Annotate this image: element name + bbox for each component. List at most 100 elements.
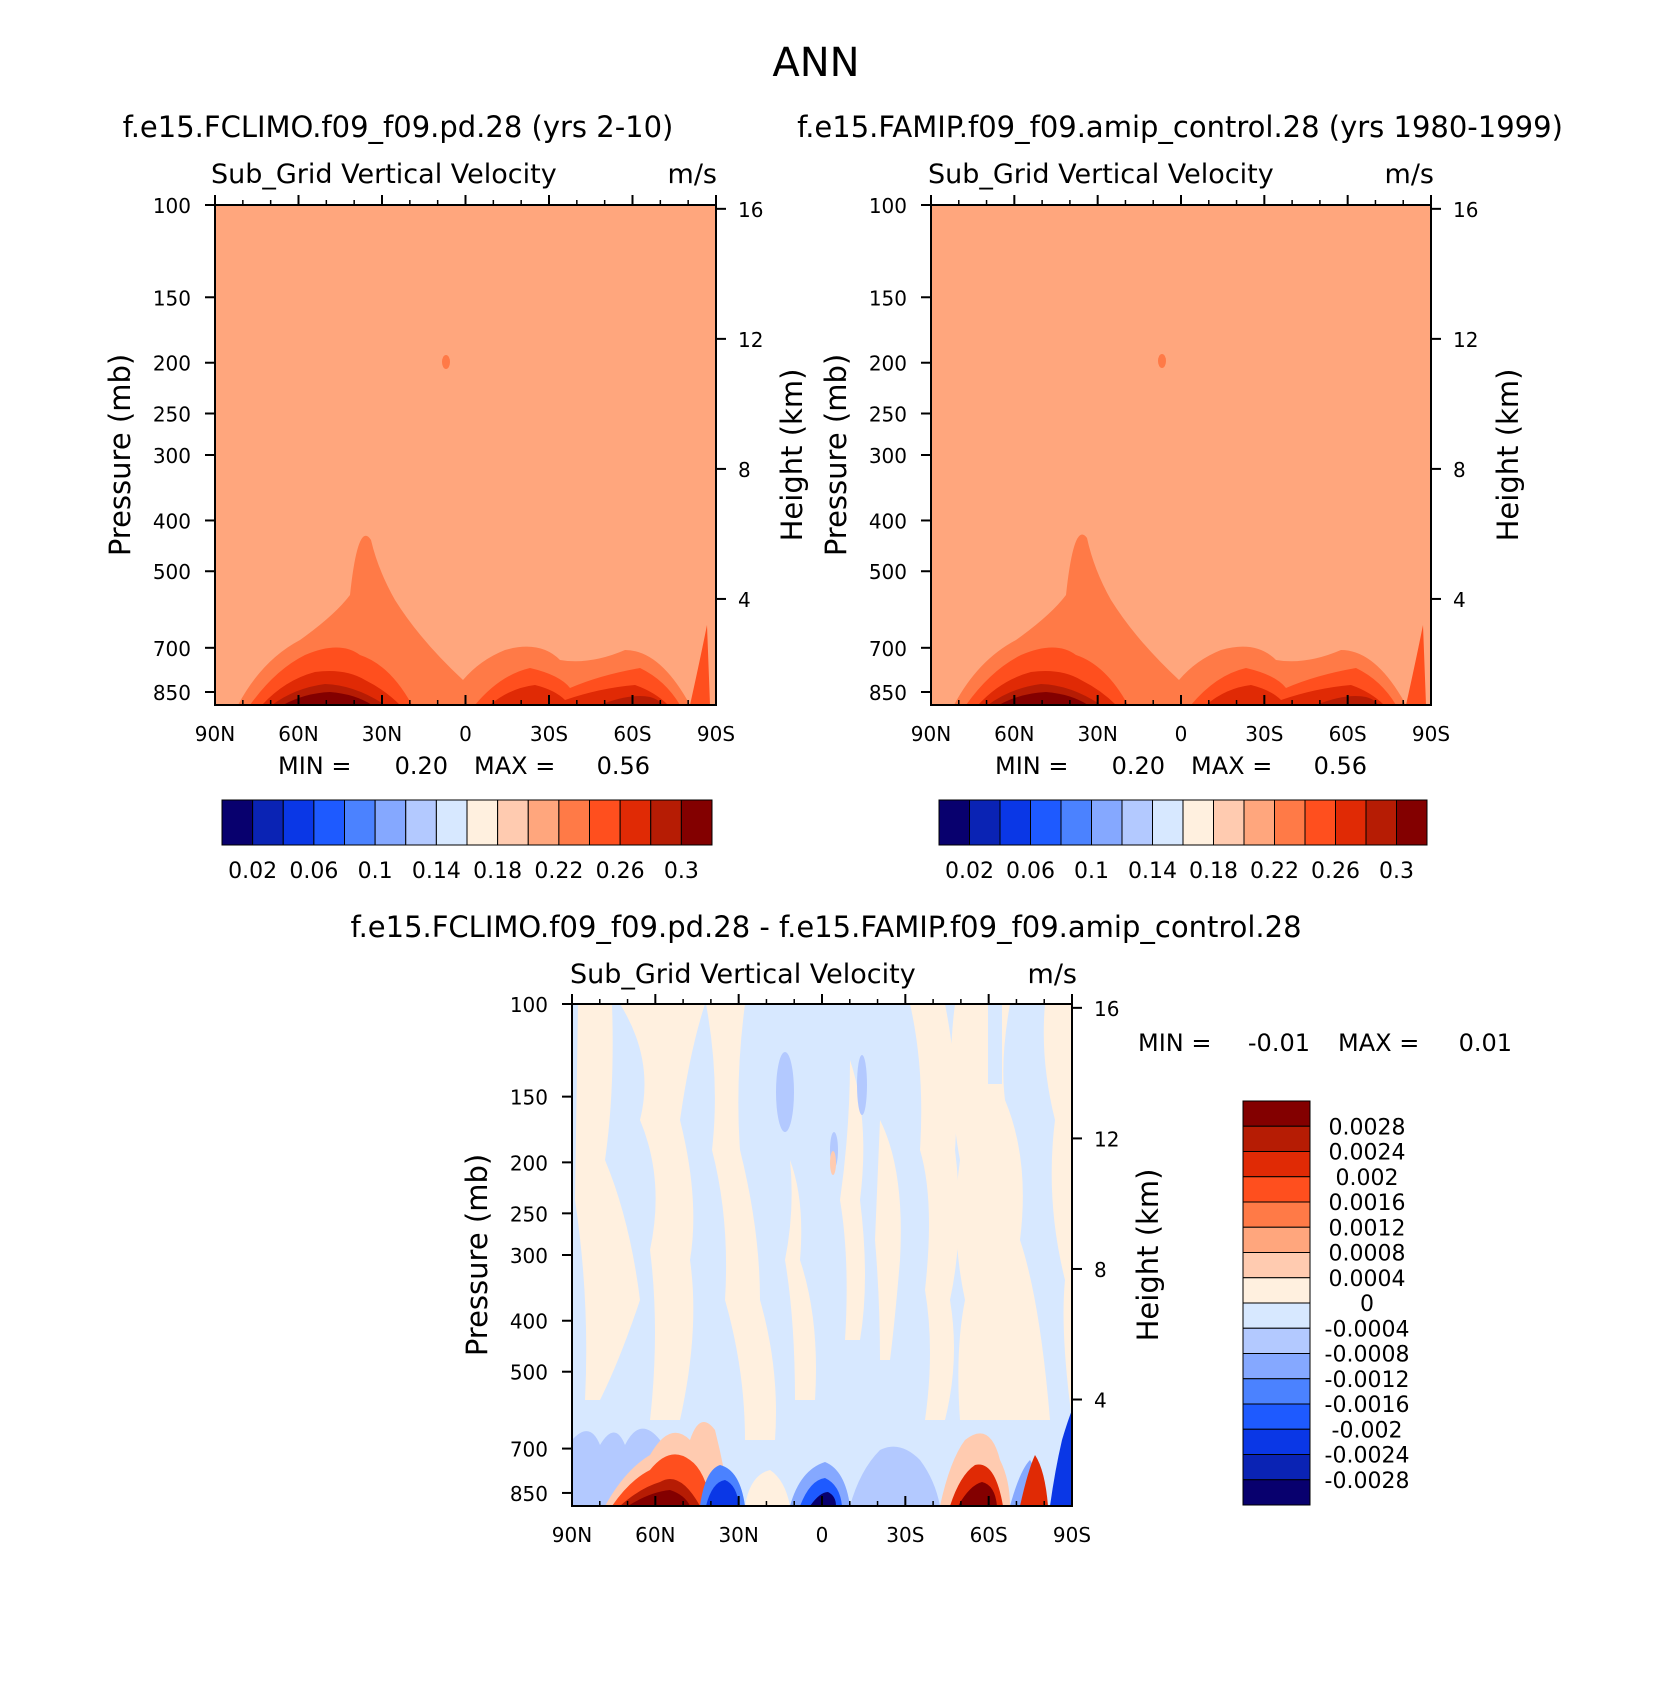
colorbar-label: 0.0008	[1329, 1242, 1406, 1267]
colorbar-box	[1274, 799, 1306, 846]
panel-1-field-contour-7	[283, 692, 372, 705]
panel-1-title: f.e15.FCLIMO.f09_f09.pd.28 (yrs 2-10)	[123, 110, 674, 144]
colorbar-label: -0.0016	[1325, 1393, 1410, 1418]
colorbar-box	[1242, 1302, 1311, 1329]
panel-3-ylabel: Pressure (mb)	[460, 1154, 494, 1356]
panel-3-min-value: -0.01	[1248, 1029, 1310, 1057]
panel-2-field-contour-9	[1406, 625, 1426, 705]
panel-1-min-label: MIN =	[278, 752, 351, 780]
panel-3-field-surface-18	[1050, 1410, 1072, 1506]
y-tick-label: 700	[510, 1438, 548, 1462]
colorbar-box	[313, 799, 345, 846]
y2-tick-label: 12	[738, 328, 763, 352]
colorbar-box	[1242, 1428, 1311, 1455]
colorbar-label: -0.0008	[1325, 1343, 1410, 1368]
x-tick-label: 60S	[970, 1523, 1008, 1547]
panel-3-field-band-7	[910, 1004, 959, 1420]
colorbar-box	[1091, 799, 1123, 846]
y2-tick-label: 4	[1094, 1389, 1107, 1413]
colorbar-box	[1396, 799, 1428, 846]
panel-1-field-contour-9	[690, 625, 710, 705]
colorbar-box	[1242, 1277, 1311, 1304]
colorbar-label: 0.22	[1250, 859, 1299, 884]
panel-2-ticks: 90N 60N 30N 0 30S 60S 90S 100 150 200 250 300 400 500…	[869, 194, 1479, 746]
panel-3-field-band-9	[1043, 1004, 1072, 1420]
panel-3-title: f.e15.FCLIMO.f09_f09.pd.28 - f.e15.FAMIP…	[350, 910, 1301, 944]
panel-3-colorbar: 0.00280.00240.0020.00160.00120.00080.000…	[1242, 1100, 1410, 1506]
colorbar-label: 0.06	[289, 859, 338, 884]
panel-1-field-background	[215, 205, 716, 705]
panel-3-y2label: Height (km)	[1131, 1169, 1165, 1342]
panel-2-field	[931, 205, 1431, 705]
x-tick-label: 60N	[278, 722, 318, 746]
panel-1-field-contour-8	[600, 696, 662, 705]
x-tick-label: 30S	[530, 722, 568, 746]
y-tick-label: 150	[869, 286, 907, 310]
panel-1-y2label: Height (km)	[775, 369, 809, 542]
panel-2-min-label: MIN =	[995, 752, 1068, 780]
y-tick-label: 300	[153, 444, 191, 468]
colorbar-box	[1060, 799, 1092, 846]
colorbar-box	[527, 799, 560, 846]
colorbar-box	[466, 799, 499, 846]
colorbar-box	[969, 799, 1001, 846]
panel-3-field-patch-2	[776, 1052, 794, 1132]
x-tick-label: 90S	[1053, 1523, 1091, 1547]
panel-1-max-label: MAX =	[474, 752, 555, 780]
panel-1-field	[215, 205, 716, 705]
panel-3-field-surface-15	[958, 1482, 997, 1506]
panel-2-field-contour-10	[1158, 354, 1166, 368]
colorbar-label: 0.0028	[1329, 1115, 1406, 1140]
colorbar-box	[619, 799, 652, 846]
colorbar-label: 0.0024	[1329, 1141, 1406, 1166]
panel-3-field-band-4	[785, 1160, 816, 1400]
colorbar-box	[999, 799, 1031, 846]
colorbar-label: 0.0004	[1329, 1267, 1406, 1292]
y2-tick-label: 8	[1453, 458, 1466, 482]
y-tick-label: 700	[153, 637, 191, 661]
colorbar-box	[252, 799, 284, 846]
colorbar-label: -0.0024	[1325, 1444, 1410, 1469]
panel-3-field-band-5	[840, 1060, 865, 1340]
panel-2: f.e15.FAMIP.f09_f09.amip_control.28 (yrs…	[797, 110, 1563, 884]
colorbar-box	[1242, 1327, 1311, 1354]
panel-3-field-surface-17	[1020, 1455, 1048, 1506]
colorbar-box	[1304, 799, 1336, 846]
colorbar-label: 0.18	[473, 859, 522, 884]
colorbar-box	[405, 799, 437, 846]
y-tick-label: 400	[510, 1310, 548, 1334]
colorbar-box	[282, 799, 315, 846]
panel-1-ylabel: Pressure (mb)	[103, 354, 137, 556]
x-tick-label: 60N	[994, 722, 1034, 746]
panel-2-title: f.e15.FAMIP.f09_f09.amip_control.28 (yrs…	[797, 110, 1563, 144]
panel-2-field-background	[931, 205, 1431, 705]
panel-2-ylabel: Pressure (mb)	[819, 354, 853, 556]
colorbar-box	[221, 799, 254, 846]
colorbar-box	[680, 799, 713, 846]
x-tick-label: 90N	[195, 722, 235, 746]
panel-2-subtitle-right: m/s	[1385, 159, 1434, 190]
colorbar-box	[497, 799, 529, 846]
y-tick-label: 300	[869, 444, 907, 468]
y-tick-label: 300	[510, 1244, 548, 1268]
colorbar-box	[1121, 799, 1153, 846]
colorbar-box	[1242, 1226, 1311, 1253]
panel-3-field-band-3	[706, 1004, 776, 1440]
colorbar-label: 0.18	[1189, 859, 1238, 884]
colorbar-box	[1152, 799, 1184, 846]
y-tick-label: 150	[510, 1086, 548, 1110]
panel-1-subtitle-left: Sub_Grid Vertical Velocity	[211, 159, 557, 190]
y-tick-label: 500	[869, 560, 907, 584]
colorbar-box	[589, 799, 621, 846]
panel-3-field	[572, 1004, 1072, 1506]
panel-3: f.e15.FCLIMO.f09_f09.pd.28 - f.e15.FAMIP…	[350, 910, 1512, 1547]
colorbar-box	[1243, 799, 1275, 846]
colorbar-label: 0.26	[1311, 859, 1360, 884]
x-tick-label: 30N	[1077, 722, 1117, 746]
colorbar-box	[1242, 1201, 1311, 1228]
x-tick-label: 60S	[1329, 722, 1367, 746]
y-tick-label: 150	[153, 286, 191, 310]
colorbar-box	[344, 799, 376, 846]
colorbar-box	[1242, 1252, 1311, 1279]
colorbar-box	[1242, 1176, 1311, 1203]
